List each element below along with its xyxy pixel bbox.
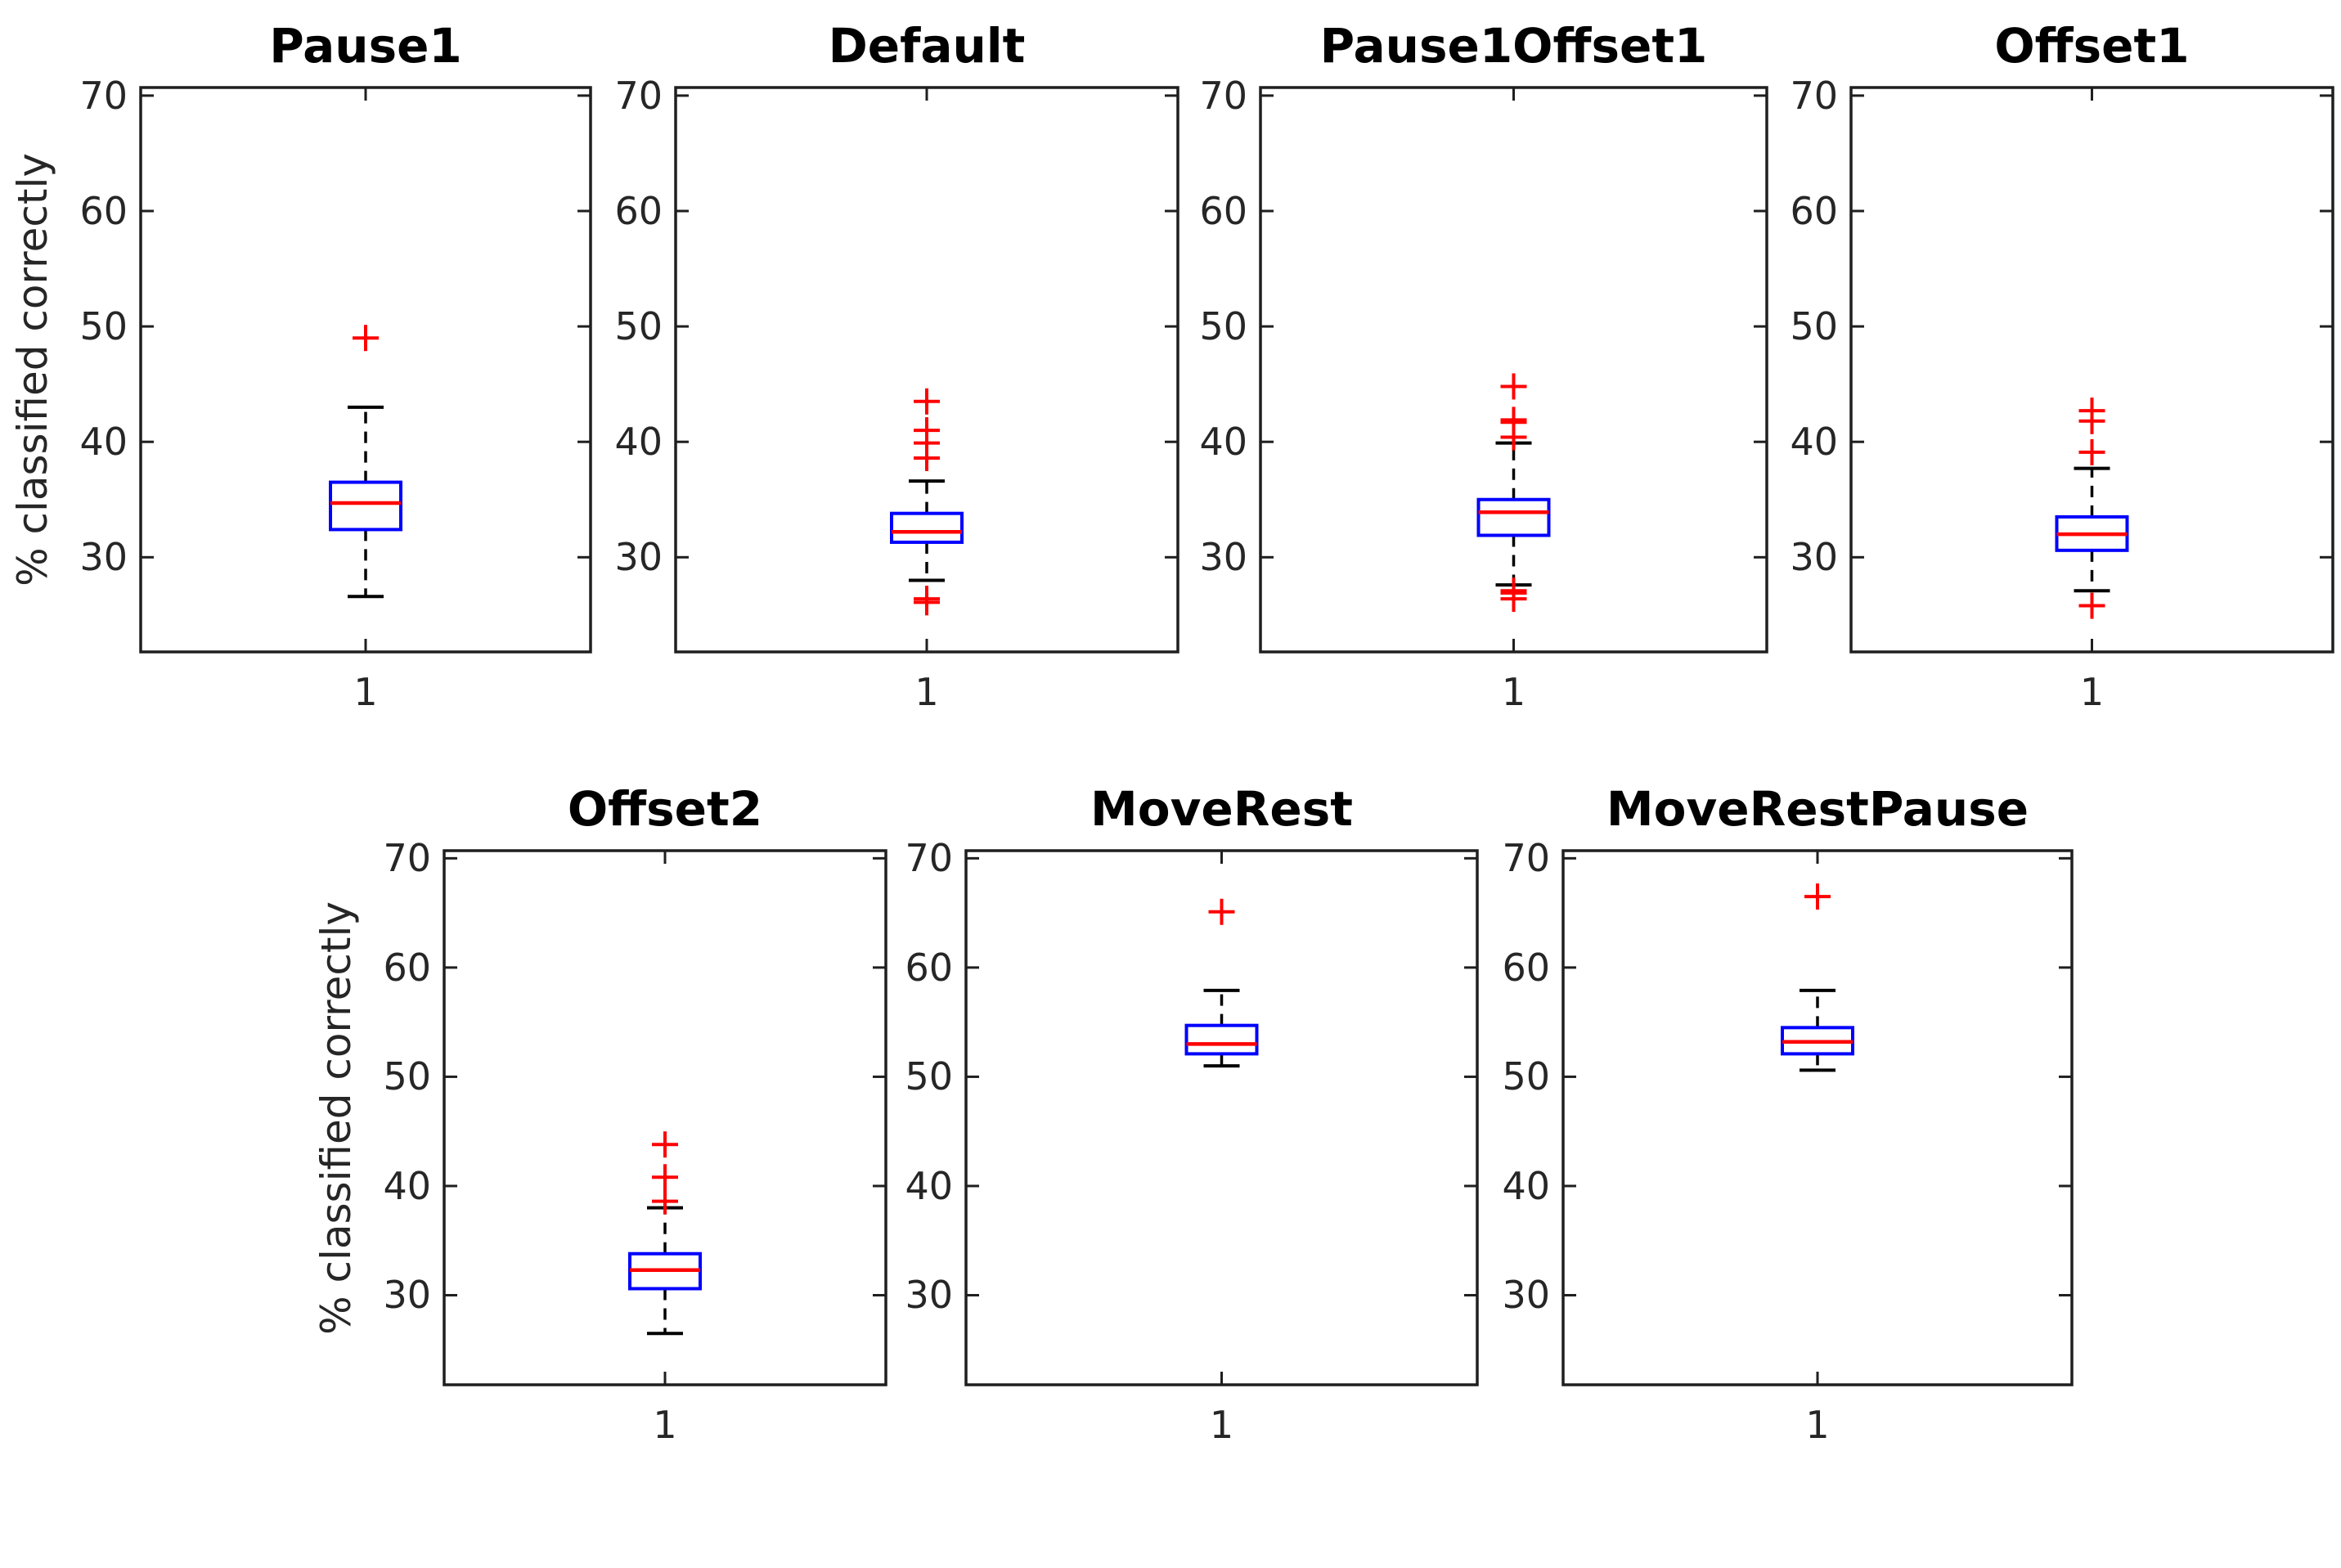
- x-tick-label-moverestpause: 1: [1805, 1403, 1830, 1447]
- axes-frame-moverestpause: [1561, 849, 2074, 1386]
- y-tick-label-moverest: 30: [905, 1273, 953, 1318]
- subplot-title-pause1: Pause1: [269, 18, 462, 74]
- y-tick-label-offset1: 30: [1790, 535, 1838, 580]
- x-tick-label-pause1: 1: [353, 670, 378, 714]
- subplot-title-pause1offset1: Pause1Offset1: [1319, 18, 1708, 74]
- y-tick-label-default: 30: [614, 535, 663, 580]
- y-tick-label-moverest: 70: [905, 836, 953, 881]
- y-tick-label-pause1: 70: [79, 73, 128, 118]
- y-tick-label-moverestpause: 50: [1502, 1054, 1550, 1099]
- axes-frame-offset2: [443, 849, 887, 1386]
- y-tick-label-pause1: 30: [79, 535, 128, 580]
- x-tick-label-default: 1: [914, 670, 939, 714]
- y-tick-label-offset1: 40: [1790, 420, 1838, 465]
- y-tick-label-default: 50: [614, 304, 663, 349]
- x-tick-label-pause1offset1: 1: [1501, 670, 1526, 714]
- y-tick-label-pause1: 40: [79, 420, 128, 465]
- y-tick-label-moverest: 50: [905, 1054, 953, 1099]
- subplot-title-moverestpause: MoveRestPause: [1606, 781, 2029, 837]
- y-tick-label-pause1offset1: 50: [1199, 304, 1247, 349]
- x-tick-label-moverest: 1: [1209, 1403, 1234, 1447]
- y-tick-label-pause1: 60: [79, 188, 128, 233]
- y-tick-label-offset1: 50: [1790, 304, 1838, 349]
- y-tick-label-offset2: 40: [383, 1163, 431, 1208]
- y-tick-label-pause1offset1: 40: [1199, 420, 1247, 465]
- x-tick-label-offset2: 1: [653, 1403, 677, 1447]
- y-tick-label-offset1: 60: [1790, 188, 1838, 233]
- y-tick-label-pause1offset1: 70: [1199, 73, 1247, 118]
- subplot-title-offset1: Offset1: [1994, 18, 2190, 74]
- y-tick-label-offset2: 30: [383, 1273, 431, 1318]
- y-tick-label-pause1offset1: 60: [1199, 188, 1247, 233]
- x-tick-label-offset1: 1: [2079, 670, 2105, 714]
- y-axis-title-row1: % classified correctly: [9, 153, 56, 586]
- y-tick-label-moverestpause: 30: [1502, 1273, 1550, 1318]
- y-tick-label-moverestpause: 70: [1502, 836, 1550, 881]
- axes-frame-pause1: [139, 86, 592, 654]
- y-tick-label-default: 40: [614, 420, 663, 465]
- iqr-box-pause1: [329, 480, 402, 532]
- y-tick-label-moverest: 60: [905, 945, 953, 990]
- y-tick-label-default: 60: [614, 188, 663, 233]
- subplot-title-moverest: MoveRest: [1090, 781, 1353, 837]
- y-tick-label-pause1: 50: [79, 304, 128, 349]
- axes-frame-offset1: [1849, 86, 2334, 654]
- iqr-box-pause1offset1: [1476, 497, 1551, 537]
- subplot-title-default: Default: [828, 18, 1026, 74]
- y-tick-label-moverest: 40: [905, 1163, 953, 1208]
- y-tick-label-moverestpause: 40: [1502, 1163, 1550, 1208]
- iqr-box-default: [890, 511, 964, 544]
- y-tick-label-pause1offset1: 30: [1199, 535, 1247, 580]
- y-axis-title-row2: % classified correctly: [312, 901, 360, 1335]
- y-tick-label-offset2: 50: [383, 1054, 431, 1099]
- y-tick-label-default: 70: [614, 73, 663, 118]
- y-tick-label-moverestpause: 60: [1502, 945, 1550, 990]
- axes-frame-pause1offset1: [1259, 86, 1768, 654]
- y-tick-label-offset2: 60: [383, 945, 431, 990]
- subplot-title-offset2: Offset2: [567, 781, 763, 837]
- axes-frame-moverest: [964, 849, 1479, 1386]
- y-tick-label-offset2: 70: [383, 836, 431, 881]
- iqr-box-moverest: [1184, 1023, 1259, 1056]
- y-tick-label-offset1: 70: [1790, 73, 1838, 118]
